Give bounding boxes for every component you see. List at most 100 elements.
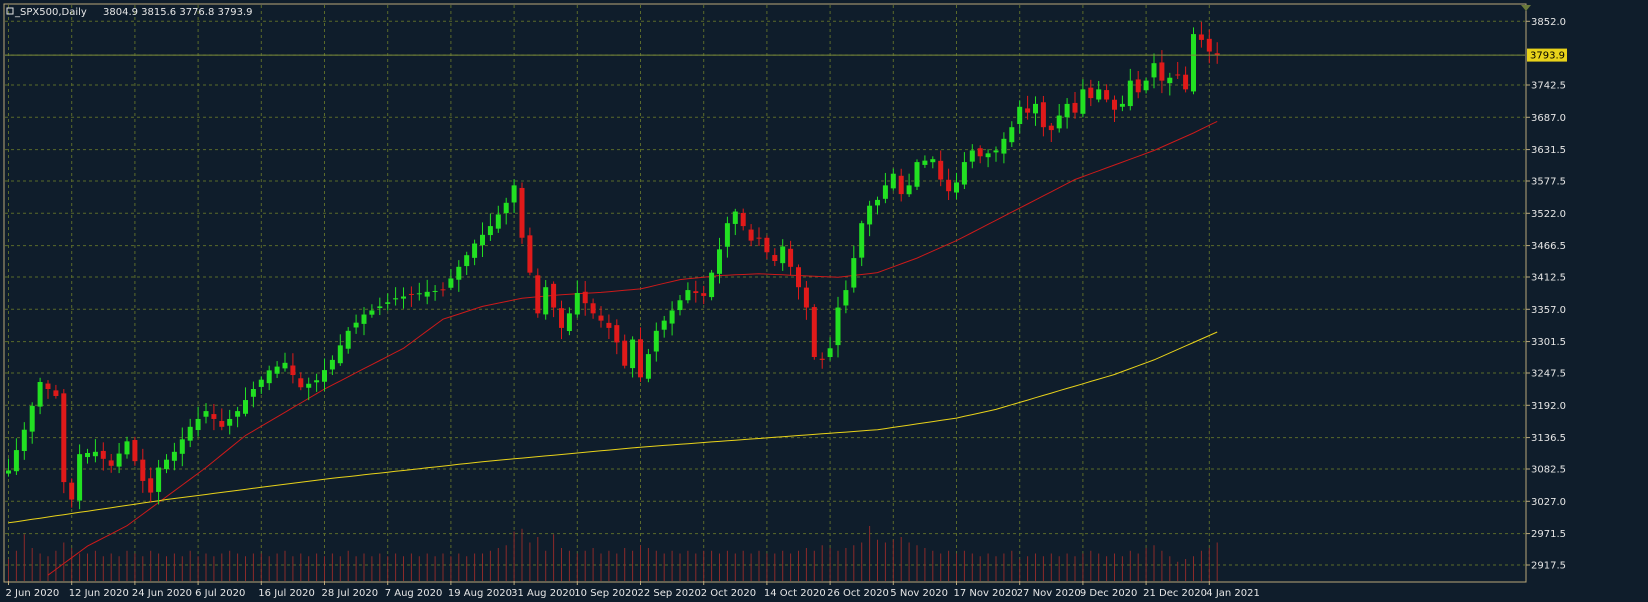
y-tick-label: 3742.5 — [1531, 81, 1566, 92]
candle-bull — [890, 168, 896, 191]
candle-bull — [835, 296, 841, 358]
candle-body — [1080, 89, 1086, 114]
candle-bull — [329, 355, 335, 376]
candle-bull — [227, 409, 233, 435]
candle-bull — [1001, 132, 1007, 164]
candle-body — [53, 390, 59, 396]
x-tick-label: 5 Nov 2020 — [890, 588, 948, 599]
plot-background — [4, 4, 1526, 582]
candle-bull — [961, 152, 967, 190]
candle-bull — [669, 301, 675, 336]
candle-bear — [693, 280, 699, 303]
candle-body — [258, 379, 264, 387]
candle-bear — [590, 298, 596, 319]
candle-body — [37, 382, 43, 407]
candle-body — [796, 267, 801, 288]
x-tick-label: 22 Sep 2020 — [638, 588, 701, 599]
candle-body — [819, 358, 825, 360]
candle-bear — [1198, 21, 1204, 48]
candle-bull — [85, 448, 90, 464]
scroll-marker-icon[interactable] — [1521, 5, 1531, 11]
candle-bull — [677, 294, 683, 316]
candle-body — [748, 229, 754, 241]
x-tick-label: 4 Jan 2021 — [1206, 588, 1260, 599]
candle-body — [835, 307, 841, 346]
candle-bear — [100, 442, 106, 471]
candle-bull — [1191, 27, 1196, 95]
candle-body — [890, 173, 896, 189]
candle-bull — [29, 402, 35, 444]
candle-body — [464, 255, 470, 267]
candle-body — [1159, 62, 1165, 81]
candle-body — [385, 302, 391, 304]
x-tick-label: 26 Oct 2020 — [827, 588, 889, 599]
candle-body — [827, 348, 833, 358]
candle-body — [574, 293, 580, 315]
candle-bull — [124, 436, 130, 459]
candle-bull — [1143, 77, 1149, 94]
candle-bear — [535, 268, 541, 318]
candle-body — [938, 160, 944, 180]
candle-bull — [851, 245, 857, 293]
candle-body — [124, 441, 130, 455]
candle-bull — [235, 406, 241, 428]
candle-body — [314, 380, 320, 383]
candle-body — [408, 293, 414, 295]
candle-bear — [1159, 50, 1165, 94]
candle-bull — [432, 285, 438, 301]
candle-body — [930, 159, 936, 163]
candle-body — [1009, 127, 1015, 143]
candle-bull — [171, 442, 177, 471]
x-tick-label: 16 Jul 2020 — [258, 588, 315, 599]
candle-bear — [53, 384, 59, 399]
candle-bull — [630, 336, 636, 378]
candle-bear — [803, 281, 809, 320]
candle-bull — [13, 438, 19, 475]
candle-body — [1143, 80, 1149, 91]
moving-average-slow-line — [8, 331, 1218, 524]
candle-bear — [622, 334, 628, 369]
candle-bull — [266, 365, 272, 391]
current-price-tag-bg — [1527, 48, 1567, 62]
candle-body — [235, 411, 241, 417]
candle-bull — [503, 197, 509, 225]
candle-body — [140, 459, 146, 481]
candle-body — [1017, 106, 1023, 125]
candle-bear — [819, 352, 825, 369]
candle-bear — [740, 208, 746, 231]
candle-body — [559, 308, 564, 328]
y-tick-label: 3522.0 — [1531, 209, 1566, 220]
x-tick-label: 24 Jun 2020 — [132, 588, 192, 599]
candle-bear — [1040, 95, 1046, 137]
candle-bull — [385, 293, 391, 311]
candle-bear — [1025, 95, 1031, 120]
x-tick-label: 12 Jun 2020 — [69, 588, 129, 599]
candle-bear — [519, 182, 525, 244]
candle-body — [1056, 115, 1062, 129]
candle-bull — [21, 422, 27, 460]
candle-body — [811, 307, 817, 357]
candle-body — [732, 211, 738, 224]
candle-bear — [551, 281, 557, 318]
candle-body — [148, 478, 154, 493]
candle-bull — [914, 159, 920, 191]
candle-body — [1088, 87, 1094, 99]
candle-body — [219, 420, 225, 427]
candle-body — [709, 272, 715, 298]
candle-bull — [495, 205, 501, 233]
candle-bull — [843, 280, 849, 314]
candle-body — [1167, 77, 1173, 84]
y-tick-label: 3852.0 — [1531, 17, 1566, 28]
candle-bull — [1167, 72, 1173, 96]
candle-body — [946, 179, 952, 192]
y-tick-label: 3082.5 — [1531, 465, 1566, 476]
x-tick-label: 6 Jul 2020 — [195, 588, 245, 599]
candle-body — [1151, 63, 1157, 78]
candle-bear — [45, 380, 51, 399]
candle-bull — [203, 403, 209, 424]
candle-body — [1112, 99, 1117, 110]
candle-bull — [179, 427, 185, 467]
volume-bars — [8, 526, 1218, 581]
candle-bear — [290, 353, 296, 384]
